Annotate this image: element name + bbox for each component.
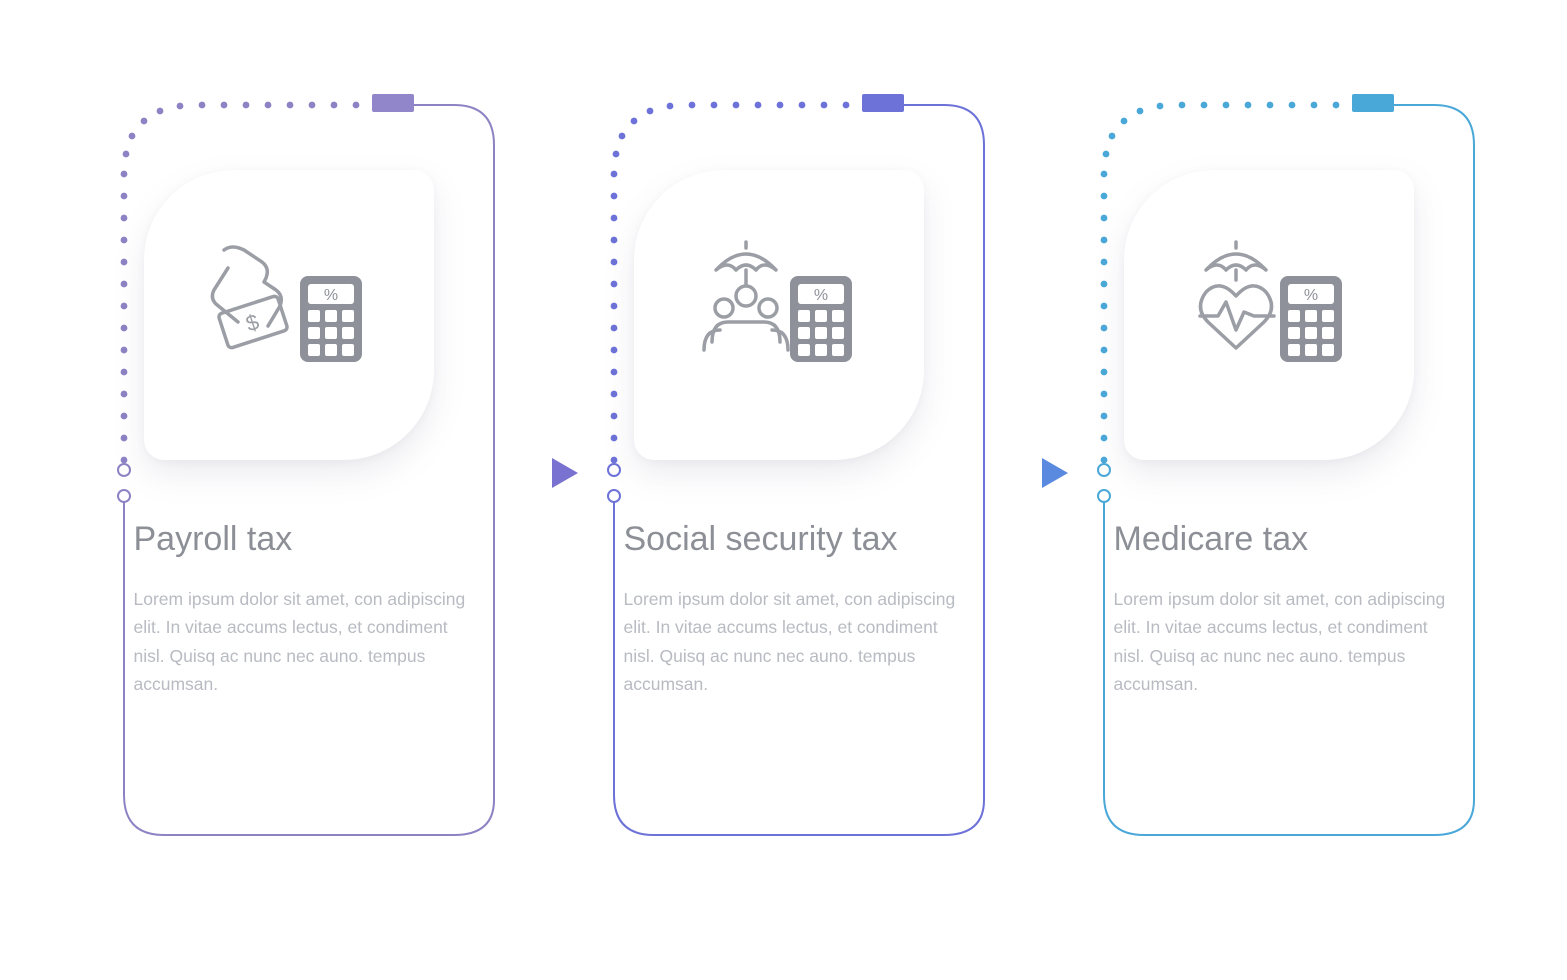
- icon-tile-social-security: %: [634, 170, 924, 460]
- card-title: Payroll tax: [134, 520, 474, 559]
- social-security-icon: %: [694, 230, 864, 400]
- card-body: Lorem ipsum dolor sit amet, con adipisci…: [624, 585, 964, 698]
- svg-text:%: %: [813, 287, 827, 304]
- card-body: Lorem ipsum dolor sit amet, con adipisci…: [1114, 585, 1454, 698]
- icon-tile-medicare: %: [1124, 170, 1414, 460]
- card-title: Medicare tax: [1114, 520, 1454, 559]
- card-body: Lorem ipsum dolor sit amet, con adipisci…: [134, 585, 474, 698]
- marker-social-security: [862, 94, 904, 112]
- card-medicare: % Medicare tax Lorem ipsum dolor sit ame…: [1064, 100, 1484, 840]
- svg-text:$: $: [242, 309, 261, 337]
- payroll-icon: $ %: [204, 230, 374, 400]
- connector-arrow-1: [550, 456, 580, 490]
- card-payroll: $ % Payroll tax Lorem ipsum dolor sit am…: [84, 100, 504, 840]
- icon-tile-payroll: $ %: [144, 170, 434, 460]
- svg-text:%: %: [323, 287, 337, 304]
- card-title: Social security tax: [624, 520, 964, 559]
- connector-arrow-2: [1040, 456, 1070, 490]
- card-social-security: % Social security tax Lorem ipsum dolor …: [574, 100, 994, 840]
- marker-payroll: [372, 94, 414, 112]
- infographic-stage: $ % Payroll tax Lorem ipsum dolor sit am…: [84, 100, 1484, 880]
- medicare-icon: %: [1184, 230, 1354, 400]
- marker-medicare: [1352, 94, 1394, 112]
- svg-text:%: %: [1303, 287, 1317, 304]
